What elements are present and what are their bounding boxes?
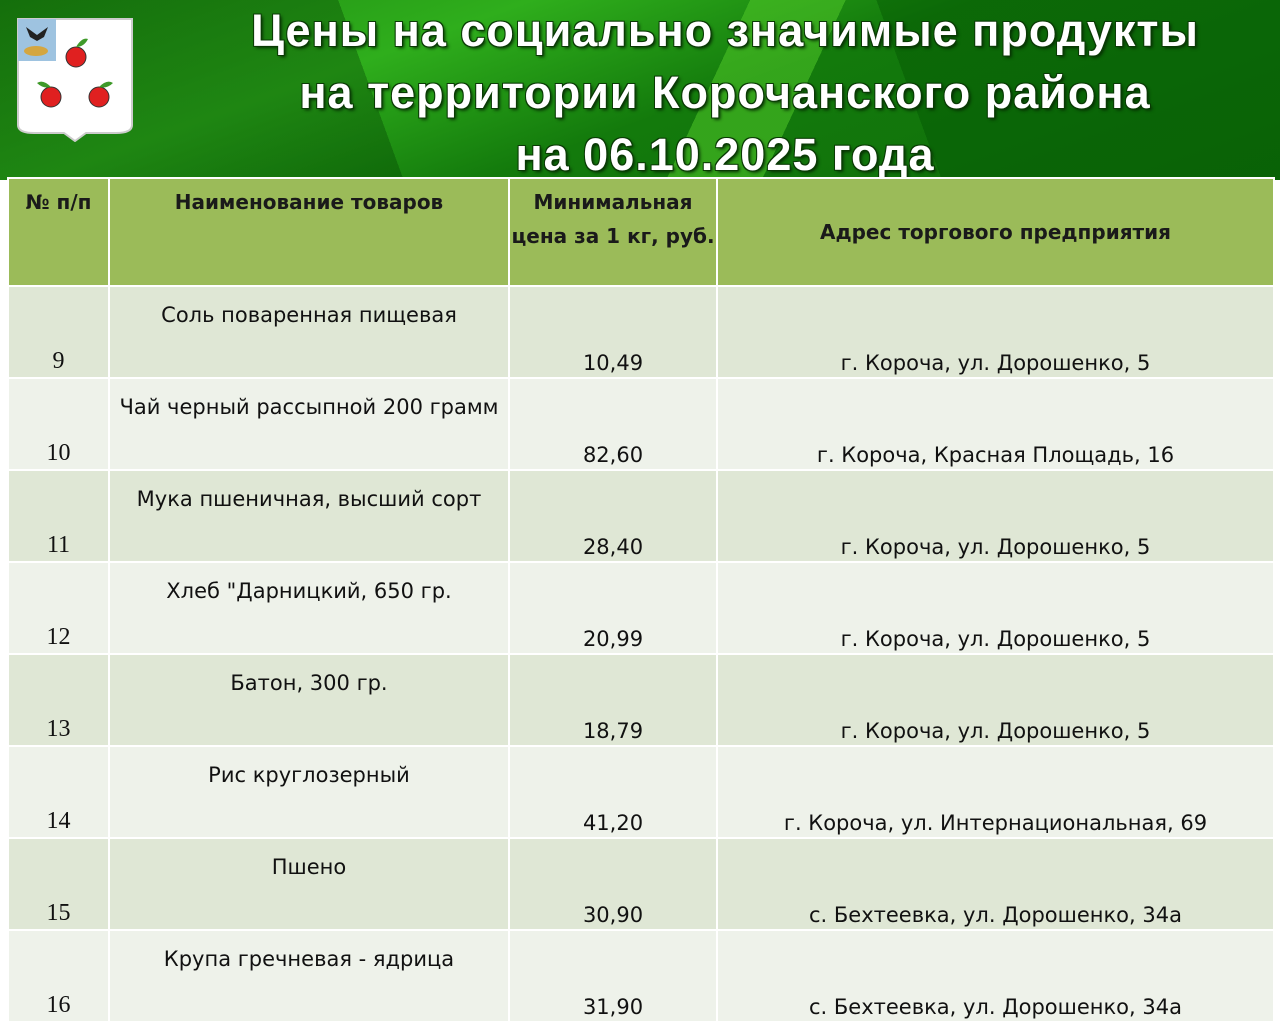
cell-product-name: Батон, 300 гр. (108, 653, 510, 747)
cell-number: 13 (7, 653, 110, 747)
cell-address: г. Короча, ул. Дорошенко, 5 (716, 285, 1275, 379)
column-header-number: № п/п (7, 177, 110, 287)
cell-price: 41,20 (508, 745, 718, 839)
cell-product-name: Чай черный рассыпной 200 грамм (108, 377, 510, 471)
cell-address: г. Короча, ул. Дорошенко, 5 (716, 469, 1275, 563)
cell-number: 16 (7, 929, 110, 1023)
cell-product-name: Хлеб "Дарницкий, 650 гр. (108, 561, 510, 655)
cell-price: 28,40 (508, 469, 718, 563)
cell-address: с. Бехтеевка, ул. Дорошенко, 34а (716, 837, 1275, 931)
cell-address: г. Короча, ул. Дорошенко, 5 (716, 653, 1275, 747)
table-row: 11 Мука пшеничная, высший сорт 28,40 г. Кор… (7, 469, 1275, 563)
column-header-name: Наименование товаров (108, 177, 510, 287)
cell-product-name: Рис круглозерный (108, 745, 510, 839)
cell-number: 15 (7, 837, 110, 931)
cell-number: 9 (7, 285, 110, 379)
page-title: Цены на социально значимые продукты на т… (170, 0, 1280, 186)
table-row: 13 Батон, 300 гр. 18,79 г. Короча, ул. Доро… (7, 653, 1275, 747)
column-header-price: Минимальная цена за 1 кг, руб. (508, 177, 718, 287)
cell-address: г. Короча, Красная Площадь, 16 (716, 377, 1275, 471)
cell-product-name: Крупа гречневая - ядрица (108, 929, 510, 1023)
coat-of-arms-logo (17, 18, 133, 142)
cell-address: г. Короча, ул. Интернациональная, 69 (716, 745, 1275, 839)
cell-address: г. Короча, ул. Дорошенко, 5 (716, 561, 1275, 655)
title-line: на 06.10.2025 года (515, 129, 935, 180)
cell-product-name: Мука пшеничная, высший сорт (108, 469, 510, 563)
table-row: 15 Пшено 30,90 с. Бехтеевка, ул. Дорошенко,… (7, 837, 1275, 931)
prices-table: № п/п Наименование товаров Минимальная ц… (7, 177, 1275, 1023)
cell-number: 14 (7, 745, 110, 839)
cell-price: 31,90 (508, 929, 718, 1023)
cell-number: 12 (7, 561, 110, 655)
cell-product-name: Пшено (108, 837, 510, 931)
cell-price: 82,60 (508, 377, 718, 471)
table-row: 9 Соль поваренная пищевая 10,49 г. Короча, … (7, 285, 1275, 379)
cell-number: 10 (7, 377, 110, 471)
table-row: 10 Чай черный рассыпной 200 грамм 82,60 г. … (7, 377, 1275, 471)
cell-price: 18,79 (508, 653, 718, 747)
title-banner: Цены на социально значимые продукты на т… (0, 0, 1280, 180)
title-line: Цены на социально значимые продукты (251, 5, 1199, 56)
column-header-address: Адрес торгового предприятия (716, 177, 1275, 287)
table-row: 16 Крупа гречневая - ядрица 31,90 с. Бехтее… (7, 929, 1275, 1023)
table-header-row: № п/п Наименование товаров Минимальная ц… (7, 177, 1275, 287)
cell-product-name: Соль поваренная пищевая (108, 285, 510, 379)
cell-price: 20,99 (508, 561, 718, 655)
cell-address: с. Бехтеевка, ул. Дорошенко, 34а (716, 929, 1275, 1023)
cell-price: 10,49 (508, 285, 718, 379)
cell-price: 30,90 (508, 837, 718, 931)
table-row: 12 Хлеб "Дарницкий, 650 гр. 20,99 г. Короча… (7, 561, 1275, 655)
cell-number: 11 (7, 469, 110, 563)
title-line: на территории Корочанского района (299, 67, 1151, 118)
table-row: 14 Рис круглозерный 41,20 г. Короча, ул. Ин… (7, 745, 1275, 839)
